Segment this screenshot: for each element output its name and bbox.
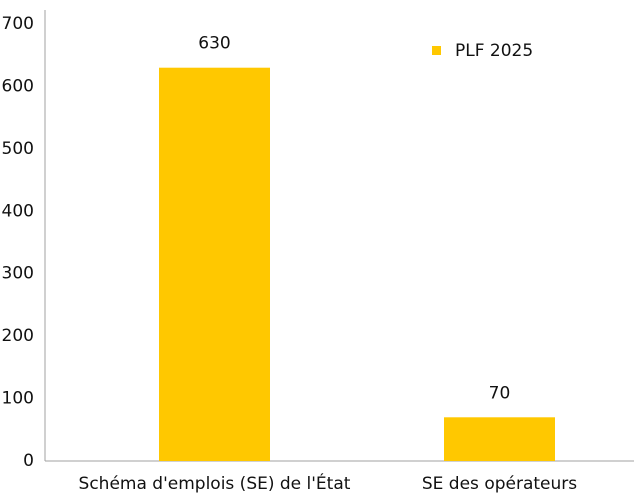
legend-swatch <box>432 46 441 55</box>
y-tick-label: 400 <box>2 201 34 221</box>
legend-label: PLF 2025 <box>455 41 533 61</box>
y-tick-label: 200 <box>2 326 34 346</box>
y-tick-label: 300 <box>2 264 34 284</box>
x-tick-label: Schéma d'emplois (SE) de l'État <box>79 472 351 494</box>
y-tick-label: 100 <box>2 389 34 409</box>
x-tick-label: SE des opérateurs <box>422 474 577 494</box>
y-tick-label: 0 <box>23 451 34 471</box>
y-tick-label: 700 <box>2 14 34 34</box>
y-tick-label: 500 <box>2 139 34 159</box>
y-tick-label: 600 <box>2 76 34 96</box>
bar <box>159 67 270 461</box>
bar <box>444 417 555 461</box>
data-label: 70 <box>489 383 511 403</box>
data-label: 630 <box>198 34 230 54</box>
